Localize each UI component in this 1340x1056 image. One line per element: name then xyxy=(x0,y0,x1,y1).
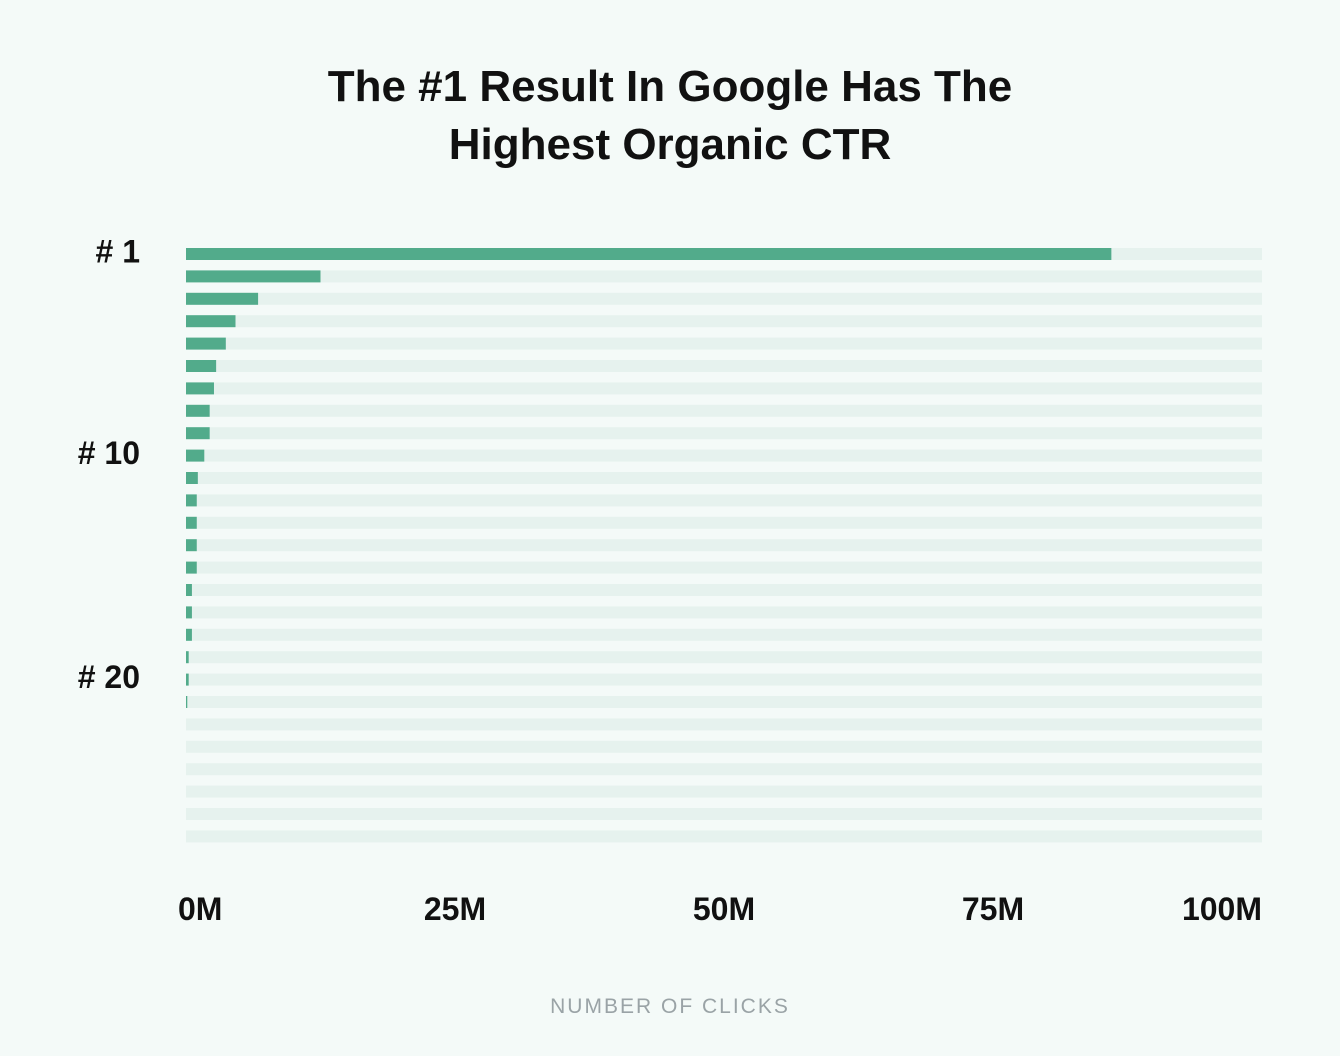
chart-title: The #1 Result In Google Has The Highest … xyxy=(0,58,1340,174)
bar-9 xyxy=(186,427,210,440)
x-tick-label-4: 100M xyxy=(1182,891,1262,927)
bar-1 xyxy=(186,248,1112,260)
bar-track-3 xyxy=(186,292,1262,305)
bar-track-4 xyxy=(186,315,1262,328)
bar-track-23 xyxy=(186,740,1262,753)
bar-15 xyxy=(186,561,197,574)
x-axis-title: NUMBER OF CLICKS xyxy=(550,995,790,1018)
bar-10 xyxy=(186,449,205,462)
bar-track-2 xyxy=(186,270,1262,283)
bar-16 xyxy=(186,584,192,596)
y-tick-label-20: # 20 xyxy=(78,659,140,695)
bar-track-8 xyxy=(186,404,1262,417)
bar-track-10 xyxy=(186,449,1262,462)
bar-11 xyxy=(186,472,198,484)
bar-2 xyxy=(186,270,321,283)
y-tick-label-1: # 1 xyxy=(96,233,140,269)
bar-track-19 xyxy=(186,651,1262,664)
bar-5 xyxy=(186,337,226,350)
bar-track-14 xyxy=(186,539,1262,552)
bar-track-21 xyxy=(186,696,1262,708)
x-tick-label-2: 50M xyxy=(693,891,755,927)
bar-track-11 xyxy=(186,472,1262,484)
bar-18 xyxy=(186,628,192,641)
bar-track-26 xyxy=(186,808,1262,820)
bar-14 xyxy=(186,539,197,552)
x-tick-label-1: 25M xyxy=(424,891,486,927)
bar-track-20 xyxy=(186,673,1262,686)
chart-title-line-1: The #1 Result In Google Has The xyxy=(327,62,1013,111)
bar-17 xyxy=(186,606,192,619)
bar-track-27 xyxy=(186,830,1262,843)
bar-track-24 xyxy=(186,763,1262,776)
bar-4 xyxy=(186,315,236,328)
bar-6 xyxy=(186,360,217,372)
bar-21 xyxy=(186,696,188,708)
x-tick-label-3: 75M xyxy=(962,891,1024,927)
bar-12 xyxy=(186,494,197,507)
y-tick-label-10: # 10 xyxy=(78,435,140,471)
bar-track-16 xyxy=(186,584,1262,596)
bar-track-25 xyxy=(186,785,1262,798)
bar-track-12 xyxy=(186,494,1262,507)
bar-3 xyxy=(186,292,259,305)
bar-track-5 xyxy=(186,337,1262,350)
bar-track-17 xyxy=(186,606,1262,619)
bar-track-22 xyxy=(186,718,1262,731)
bar-track-18 xyxy=(186,628,1262,641)
bar-track-15 xyxy=(186,561,1262,574)
chart-title-line-2: Highest Organic CTR xyxy=(448,120,892,169)
bar-track-13 xyxy=(186,516,1262,529)
bar-track-6 xyxy=(186,360,1262,372)
bar-13 xyxy=(186,516,197,529)
x-tick-label-0: 0M xyxy=(178,891,222,927)
bar-7 xyxy=(186,382,214,395)
bar-track-9 xyxy=(186,427,1262,440)
bar-track-7 xyxy=(186,382,1262,395)
bar-19 xyxy=(186,651,189,664)
bar-8 xyxy=(186,404,210,417)
bar-20 xyxy=(186,673,189,686)
